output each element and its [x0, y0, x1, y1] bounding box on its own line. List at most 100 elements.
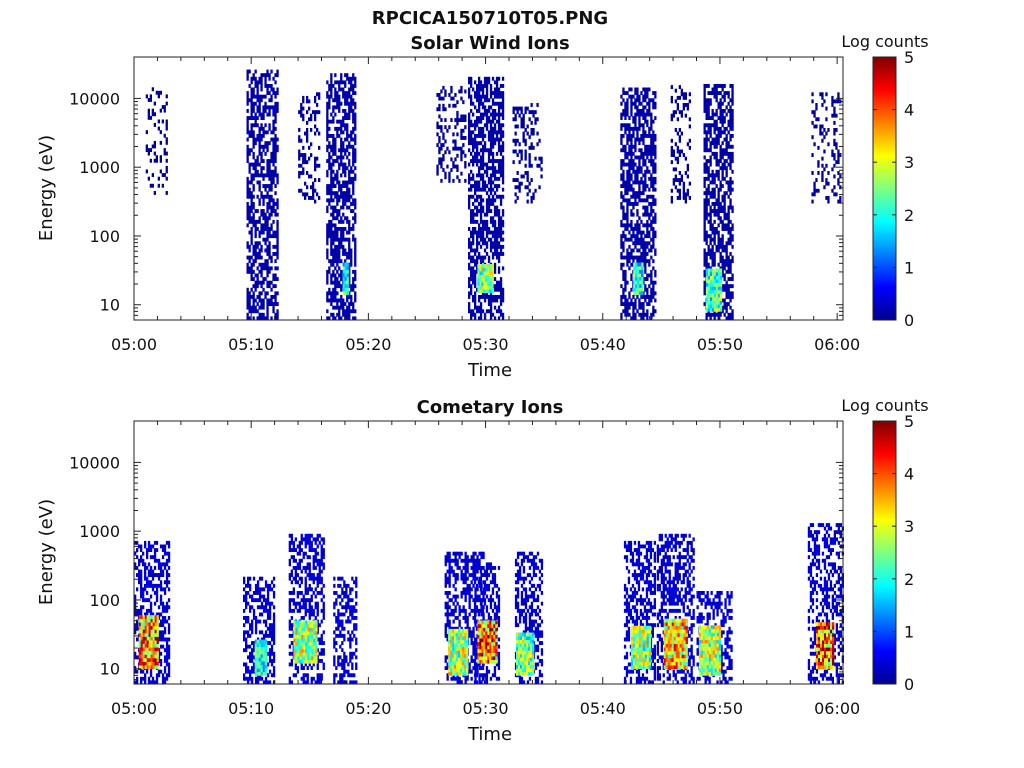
heatmap-cell — [634, 305, 637, 310]
heatmap-cell — [652, 216, 655, 221]
heatmap-cell — [142, 654, 145, 659]
heatmap-cell — [444, 171, 447, 176]
heatmap-cell — [717, 134, 720, 138]
heatmap-cell — [823, 135, 826, 140]
heatmap-cell — [495, 151, 499, 156]
heatmap-cell — [268, 205, 271, 210]
heatmap-cell — [348, 191, 351, 196]
heatmap-cell — [642, 212, 645, 217]
heatmap-cell — [729, 230, 732, 235]
heatmap-cell — [338, 184, 341, 188]
heatmap-cell — [147, 583, 151, 588]
heatmap-cell — [644, 134, 647, 138]
heatmap-cell — [727, 209, 730, 213]
heatmap-cell — [489, 151, 493, 156]
heatmap-cell — [620, 252, 623, 256]
heatmap-cell — [346, 276, 349, 281]
heatmap-cell — [270, 266, 273, 271]
heatmap-cell — [165, 540, 169, 545]
heatmap-cell — [731, 209, 734, 213]
heatmap-cell — [454, 157, 457, 162]
heatmap-cell — [470, 141, 473, 146]
heatmap-cell — [274, 137, 277, 142]
heatmap-cell — [478, 209, 481, 213]
heatmap-cell — [670, 160, 673, 165]
heatmap-cell — [249, 655, 252, 660]
heatmap-cell — [330, 273, 333, 278]
heatmap-cell — [258, 316, 261, 321]
heatmap-cell — [707, 244, 710, 249]
heatmap-cell — [487, 159, 491, 163]
heatmap-cell — [266, 194, 269, 199]
heatmap-cell — [340, 191, 343, 196]
heatmap-cell — [152, 615, 155, 619]
heatmap-cell — [338, 101, 341, 106]
heatmap-cell — [468, 119, 471, 124]
heatmap-cell — [332, 312, 335, 317]
heatmap-cell — [676, 196, 679, 200]
heatmap-cell — [833, 128, 836, 132]
heatmap-cell — [485, 252, 489, 256]
heatmap-cell — [154, 636, 157, 641]
heatmap-cell — [352, 202, 355, 206]
heatmap-cell — [266, 248, 269, 253]
heatmap-cell — [165, 619, 169, 624]
heatmap-cell — [481, 91, 485, 95]
heatmap-cell — [626, 105, 629, 110]
heatmap-cell — [725, 144, 728, 149]
heatmap-cell — [646, 259, 649, 264]
heatmap-cell — [821, 163, 824, 168]
heatmap-cell — [713, 87, 716, 92]
heatmap-cell — [725, 216, 728, 221]
heatmap-cell — [723, 298, 726, 303]
heatmap-cell — [711, 252, 714, 256]
heatmap-cell — [497, 287, 501, 292]
heatmap-cell — [489, 126, 493, 131]
heatmap-cell — [251, 630, 254, 635]
heatmap-cell — [328, 94, 331, 99]
heatmap-cell — [472, 216, 475, 221]
heatmap-cell — [340, 173, 343, 178]
heatmap-cell — [314, 160, 317, 165]
heatmap-cell — [474, 305, 477, 310]
heatmap-cell — [478, 227, 481, 231]
heatmap-cell — [723, 223, 726, 228]
heatmap-cell — [637, 266, 640, 270]
heatmap-cell — [454, 143, 457, 147]
heatmap-cell — [252, 212, 255, 217]
heatmap-cell — [249, 676, 252, 681]
heatmap-cell — [644, 223, 647, 228]
heatmap-cell — [495, 134, 499, 138]
heatmap-cell — [501, 116, 505, 120]
heatmap-cell — [165, 573, 169, 577]
heatmap-cell — [262, 280, 265, 285]
heatmap-cell — [270, 209, 273, 213]
heatmap-cell — [151, 569, 155, 574]
heatmap-cell — [713, 219, 716, 224]
heatmap-cell — [624, 312, 627, 317]
heatmap-cell — [497, 266, 501, 271]
heatmap-cell — [246, 151, 249, 156]
heatmap-cell — [246, 244, 249, 249]
heatmap-cell — [646, 87, 649, 92]
heatmap-cell — [248, 266, 251, 271]
heatmap-cell — [520, 174, 523, 179]
heatmap-cell — [493, 191, 497, 196]
heatmap-cell — [138, 661, 141, 666]
heatmap-cell — [330, 162, 333, 167]
heatmap-cell — [719, 266, 722, 271]
heatmap-cell — [246, 73, 249, 78]
heatmap-cell — [165, 637, 169, 642]
heatmap-cell — [252, 176, 255, 181]
heatmap-cell — [626, 216, 629, 221]
heatmap-cell — [715, 312, 718, 317]
heatmap-cell — [149, 673, 153, 678]
heatmap-cell — [491, 109, 495, 113]
heatmap-cell — [711, 123, 714, 128]
heatmap-cell — [258, 591, 262, 595]
heatmap-cell — [148, 640, 151, 644]
heatmap-cell — [493, 198, 497, 203]
heatmap-cell — [149, 115, 152, 120]
heatmap-cell — [354, 252, 357, 256]
heatmap-cell — [474, 198, 477, 203]
